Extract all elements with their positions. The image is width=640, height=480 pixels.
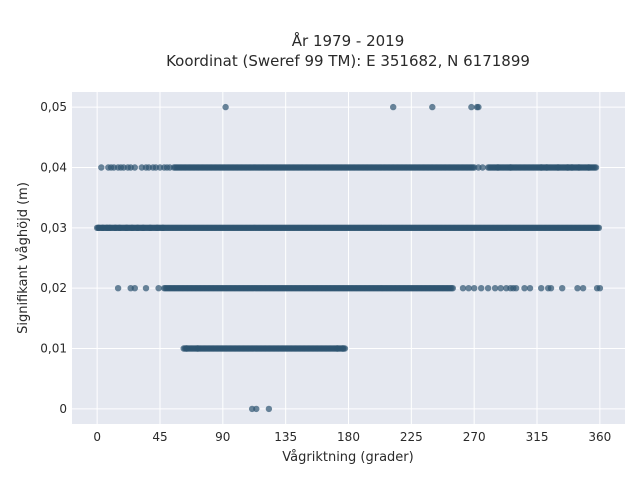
data-point: [123, 224, 130, 231]
data-point: [465, 285, 472, 292]
data-point: [543, 164, 550, 171]
data-point: [538, 285, 545, 292]
y-tick-label: 0,05: [40, 100, 67, 114]
x-tick-label: 270: [463, 430, 486, 444]
x-tick-label: 90: [215, 430, 230, 444]
data-point: [491, 285, 499, 292]
data-point: [579, 285, 587, 292]
x-tick-label: 225: [400, 430, 423, 444]
data-point: [106, 224, 113, 231]
x-tick-label: 360: [588, 430, 611, 444]
data-point: [575, 164, 583, 171]
data-point: [538, 164, 545, 171]
x-tick-label: 45: [152, 430, 167, 444]
data-point: [183, 345, 190, 352]
y-tick-labels: 0 0,01 0,02 0,03 0,04 0,05: [40, 100, 67, 416]
y-tick-label: 0: [59, 402, 67, 416]
data-point: [154, 224, 161, 231]
data-point: [390, 103, 397, 111]
data-point: [449, 285, 456, 292]
y-tick-label: 0,02: [40, 281, 67, 295]
y-axis-label: Signifikant våghöjd (m): [16, 182, 31, 334]
data-point: [128, 224, 136, 231]
data-point: [507, 164, 514, 171]
data-point: [547, 285, 555, 292]
data-point: [114, 285, 122, 292]
data-point: [334, 345, 341, 352]
data-point: [595, 224, 603, 231]
data-point: [459, 285, 467, 292]
data-point: [585, 164, 592, 171]
data-point: [468, 103, 475, 111]
y-tick-label: 0,04: [40, 160, 67, 174]
x-tick-label: 135: [274, 430, 297, 444]
x-axis-label: Vågriktning (grader): [282, 450, 413, 465]
data-points: [93, 103, 604, 413]
data-point: [471, 285, 478, 292]
x-tick-labels: 0 45 90 135 180 225 270 315 360: [93, 430, 611, 444]
data-point: [339, 345, 347, 352]
data-point: [147, 224, 154, 231]
data-point: [222, 103, 229, 111]
data-point: [475, 103, 482, 111]
data-point: [134, 224, 141, 231]
data-point: [98, 164, 105, 171]
data-point: [559, 285, 566, 292]
data-point: [521, 285, 528, 292]
data-point: [429, 103, 436, 111]
data-point: [592, 164, 600, 171]
x-tick-label: 0: [93, 430, 101, 444]
data-point: [596, 285, 604, 292]
data-point: [494, 164, 502, 171]
data-point: [479, 164, 486, 171]
data-point: [166, 164, 173, 171]
x-tick-label: 180: [337, 430, 360, 444]
chart-title-line2: Koordinat (Sweref 99 TM): E 351682, N 61…: [166, 52, 530, 70]
data-point: [526, 285, 534, 292]
data-point: [131, 164, 138, 171]
data-point: [265, 405, 273, 413]
data-point: [484, 285, 492, 292]
data-point: [568, 164, 576, 171]
data-point: [140, 224, 147, 231]
data-point: [497, 285, 504, 292]
data-point: [131, 285, 138, 292]
data-point: [554, 164, 562, 171]
data-point: [159, 224, 166, 231]
data-point: [253, 405, 260, 413]
data-point: [478, 285, 485, 292]
data-point: [155, 285, 162, 292]
chart-title-line1: År 1979 - 2019: [292, 31, 405, 50]
x-tick-label: 315: [526, 430, 549, 444]
y-tick-label: 0,03: [40, 221, 67, 235]
data-point: [142, 285, 150, 292]
data-point: [116, 224, 123, 231]
data-point: [512, 285, 520, 292]
data-point: [574, 285, 581, 292]
y-tick-label: 0,01: [40, 342, 67, 356]
data-point: [194, 345, 201, 352]
